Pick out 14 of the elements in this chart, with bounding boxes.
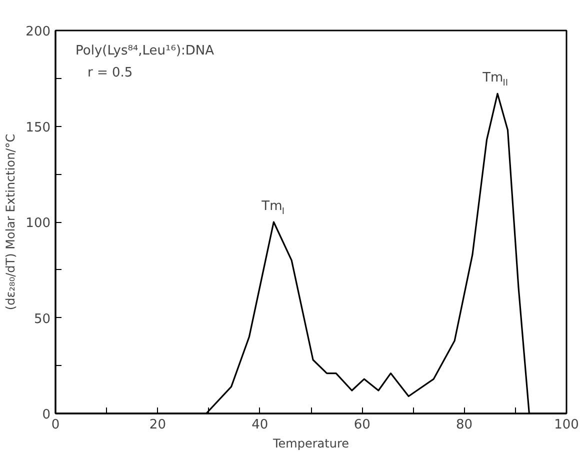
y-tick-label: 100 <box>26 216 51 231</box>
x-tick-label: 80 <box>456 418 473 432</box>
x-tick-label: 40 <box>252 418 268 432</box>
annotation: r = 0.5 <box>88 66 133 80</box>
x-tick-label: 20 <box>149 418 166 432</box>
x-axis-title: Temperature <box>272 436 350 450</box>
annotation: Poly(Lys⁸⁴,Leu¹⁶):DNA <box>76 44 214 58</box>
y-tick-label: 200 <box>26 24 51 40</box>
y-axis-title: (dε₂₈₀/dT) Molar Extinction/°C <box>4 134 18 310</box>
y-tick-label: 0 <box>42 408 51 422</box>
y-tick-label: 50 <box>34 312 51 327</box>
x-tick-label: 100 <box>554 418 579 432</box>
x-tick-label: 60 <box>354 418 370 432</box>
y-tick-label: 150 <box>26 120 51 136</box>
